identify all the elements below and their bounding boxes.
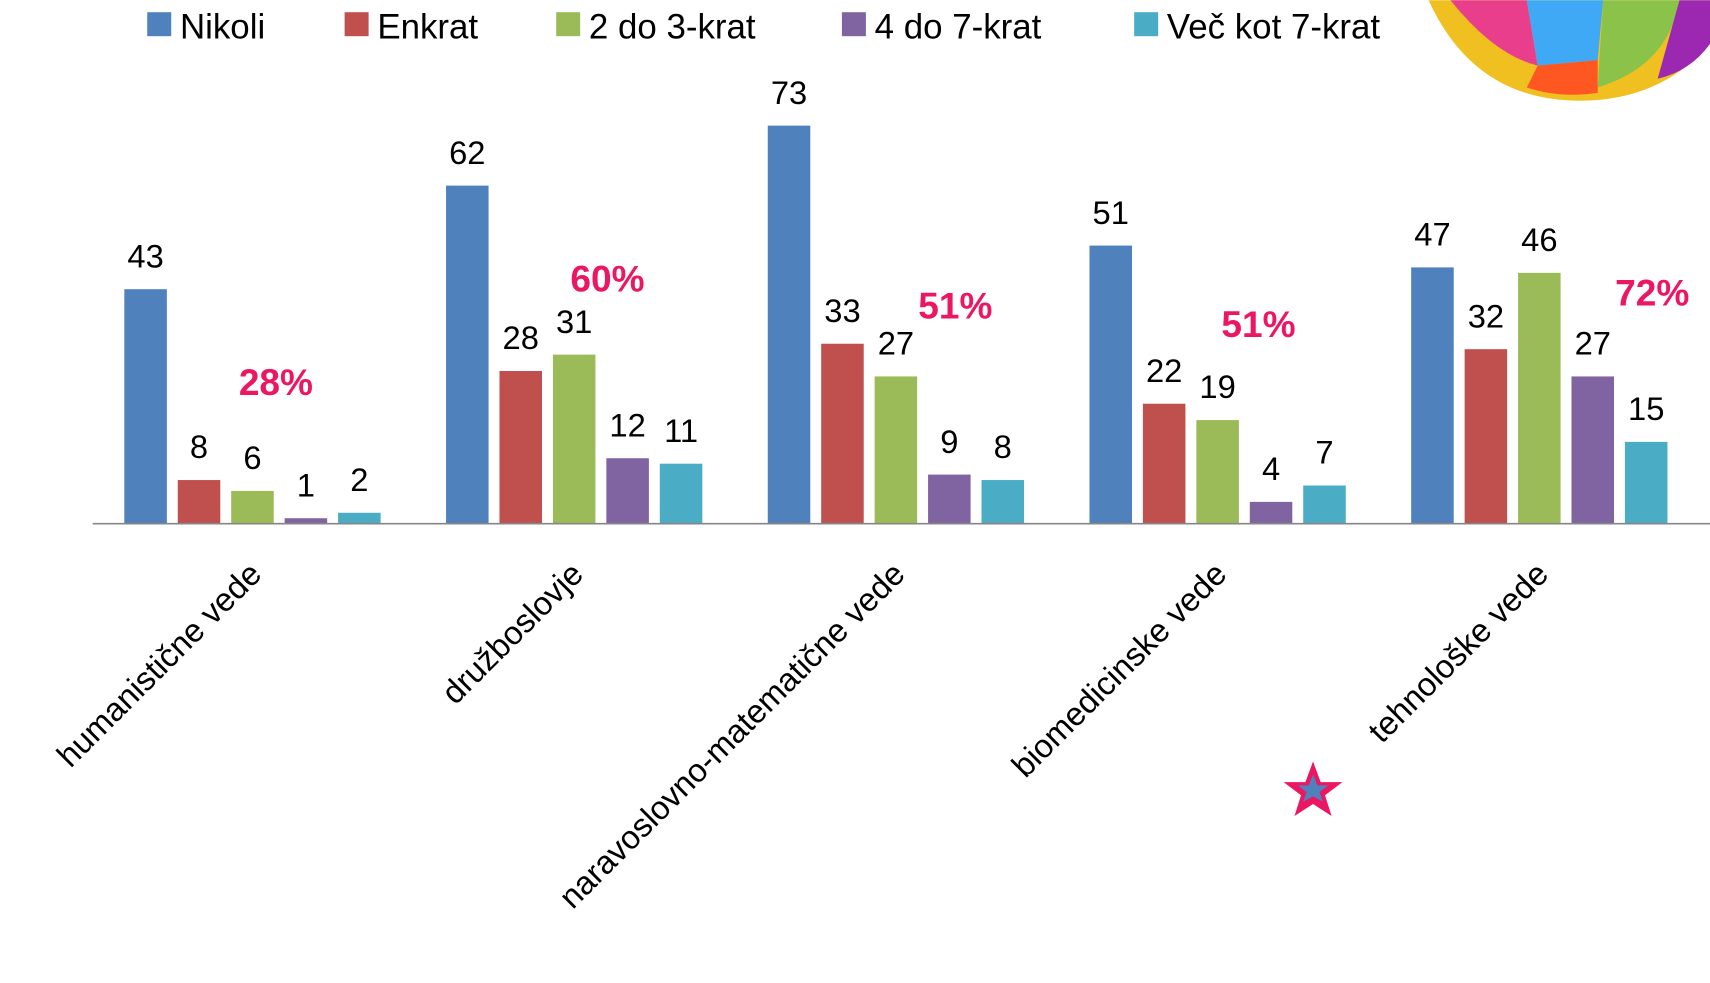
value-label: 2 — [350, 461, 368, 498]
value-label: 47 — [1414, 216, 1450, 253]
value-label: 7 — [1315, 434, 1333, 471]
bar — [1624, 441, 1668, 524]
bar — [124, 289, 167, 524]
annotation: 28% — [239, 361, 313, 403]
bar — [1518, 272, 1561, 524]
bar — [284, 518, 328, 524]
x-tick-label: biomedicinske vede — [1004, 555, 1233, 784]
bar — [552, 354, 596, 524]
value-label: 11 — [664, 412, 698, 449]
legend-swatch — [344, 12, 369, 37]
legend-swatch — [147, 12, 172, 37]
value-label: 27 — [1575, 325, 1611, 362]
value-label: 46 — [1521, 221, 1557, 258]
bar — [231, 490, 274, 524]
bar — [1571, 376, 1615, 524]
legend-swatch — [1134, 12, 1159, 37]
value-label: 22 — [1146, 352, 1182, 389]
bar — [177, 480, 221, 524]
bar — [874, 376, 918, 524]
value-label: 43 — [127, 237, 163, 274]
annotation: 51% — [918, 285, 992, 327]
bar — [1303, 485, 1346, 524]
legend-swatch — [841, 12, 866, 37]
x-tick-label: naravoslovno-matematične vede — [551, 555, 911, 915]
value-label: 73 — [771, 74, 807, 111]
annotation: 60% — [570, 257, 644, 299]
value-label: 32 — [1468, 297, 1504, 334]
bar — [606, 458, 649, 524]
x-tick-label: tehnološke vede — [1361, 555, 1556, 750]
value-label: 31 — [556, 303, 592, 340]
value-label: 15 — [1628, 390, 1664, 427]
value-label: 8 — [190, 428, 208, 465]
legend-label: Nikoli — [180, 7, 265, 46]
bar — [1411, 267, 1454, 524]
bar — [1142, 403, 1186, 524]
legend-label: Več kot 7-krat — [1167, 7, 1381, 46]
value-label: 33 — [824, 292, 860, 329]
value-label: 6 — [243, 439, 261, 476]
bar — [446, 185, 489, 524]
value-label: 62 — [449, 134, 485, 171]
legend-label: 4 do 7-krat — [875, 7, 1042, 46]
bar — [659, 463, 703, 524]
bar — [338, 512, 381, 524]
value-label: 1 — [297, 466, 315, 503]
value-label: 8 — [994, 428, 1012, 465]
bar — [499, 370, 543, 524]
value-label: 27 — [878, 325, 914, 362]
bar — [821, 343, 864, 524]
bar — [1464, 349, 1508, 524]
value-label: 9 — [940, 423, 958, 460]
bar — [1089, 245, 1133, 524]
x-tick-label: humanistične vede — [49, 555, 268, 774]
value-label: 4 — [1262, 450, 1280, 487]
value-label: 51 — [1093, 194, 1129, 231]
legend-label: Enkrat — [377, 7, 478, 46]
annotation: 51% — [1221, 303, 1295, 345]
value-label: 28 — [503, 319, 539, 356]
star-icon — [1283, 761, 1343, 816]
puzzle-globe — [1428, 0, 1710, 101]
bar — [981, 480, 1025, 524]
annotation: 72% — [1615, 272, 1689, 314]
legend-label: 2 do 3-krat — [589, 7, 756, 46]
value-label: 19 — [1199, 368, 1235, 405]
bar — [928, 474, 971, 524]
value-label: 12 — [609, 406, 645, 443]
bar — [1249, 501, 1293, 524]
bar — [767, 125, 811, 524]
legend-swatch — [556, 12, 581, 37]
x-tick-label: družboslovje — [434, 555, 590, 711]
bar — [1196, 420, 1239, 524]
